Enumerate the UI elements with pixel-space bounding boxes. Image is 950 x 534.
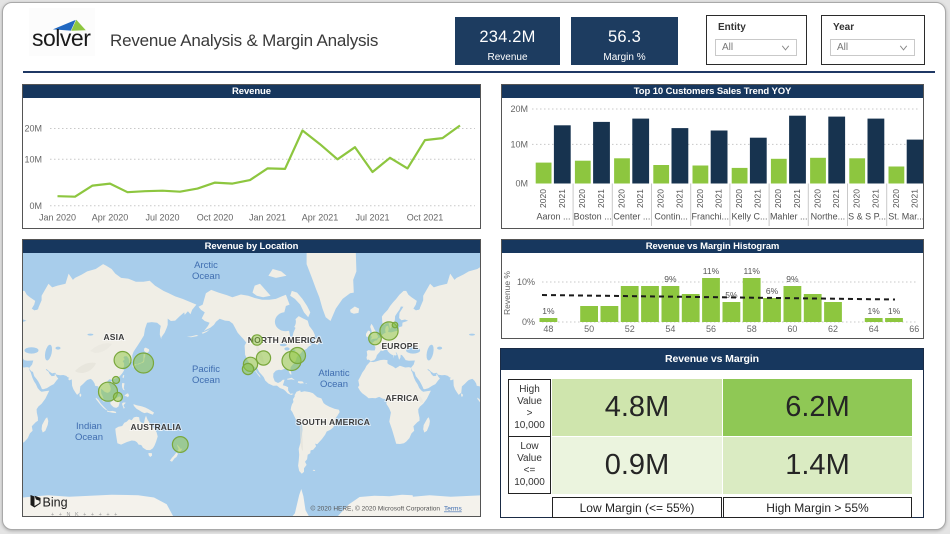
svg-text:Terms: Terms — [444, 506, 462, 513]
svg-text:56: 56 — [706, 324, 716, 334]
svg-text:2020: 2020 — [852, 189, 862, 208]
svg-text:2021: 2021 — [831, 189, 841, 208]
svg-text:48: 48 — [543, 324, 553, 334]
svg-text:1%: 1% — [542, 306, 555, 316]
svg-text:Mahler ...: Mahler ... — [770, 212, 808, 222]
svg-text:66: 66 — [909, 324, 919, 334]
svg-text:2020: 2020 — [773, 189, 783, 208]
svg-text:Revenue %: Revenue % — [502, 271, 512, 315]
svg-text:2020: 2020 — [812, 189, 822, 208]
svg-text:2021: 2021 — [674, 189, 684, 208]
svg-text:2020: 2020 — [695, 189, 705, 208]
svg-text:5%: 5% — [725, 290, 738, 300]
svg-text:Atlantic: Atlantic — [318, 368, 349, 379]
svg-text:Ocean: Ocean — [75, 432, 103, 443]
svg-text:Apr 2021: Apr 2021 — [302, 213, 339, 223]
svg-text:Ocean: Ocean — [192, 271, 220, 282]
svg-text:+ + N K + + + + +: + + N K + + + + + — [51, 512, 119, 516]
svg-text:Contin...: Contin... — [654, 212, 688, 222]
svg-text:Pacific: Pacific — [192, 364, 220, 375]
svg-text:2021: 2021 — [635, 189, 645, 208]
svg-text:2021: 2021 — [870, 189, 880, 208]
svg-text:Ocean: Ocean — [320, 379, 348, 390]
svg-text:2021: 2021 — [910, 189, 920, 208]
svg-text:NORTH AMERICA: NORTH AMERICA — [248, 335, 323, 345]
svg-text:2020: 2020 — [656, 189, 666, 208]
svg-text:11%: 11% — [703, 266, 720, 276]
svg-text:20M: 20M — [24, 124, 42, 134]
svg-text:0M: 0M — [29, 201, 42, 211]
svg-text:Boston ...: Boston ... — [574, 212, 612, 222]
svg-text:Indian: Indian — [76, 421, 102, 432]
svg-text:9%: 9% — [664, 274, 677, 284]
svg-text:10M: 10M — [510, 139, 528, 149]
svg-text:Jul 2020: Jul 2020 — [145, 213, 179, 223]
svg-text:Oct 2020: Oct 2020 — [197, 213, 234, 223]
svg-text:10%: 10% — [517, 277, 535, 287]
svg-text:58: 58 — [747, 324, 757, 334]
svg-text:2020: 2020 — [577, 189, 587, 208]
svg-text:Ocean: Ocean — [192, 375, 220, 386]
svg-text:AFRICA: AFRICA — [385, 393, 418, 403]
svg-text:2020: 2020 — [891, 189, 901, 208]
svg-text:1%: 1% — [888, 306, 901, 316]
svg-text:0%: 0% — [522, 317, 535, 327]
svg-text:Bing: Bing — [43, 496, 68, 510]
svg-text:11%: 11% — [744, 266, 761, 276]
svg-text:10M: 10M — [24, 154, 42, 164]
svg-text:S & S P...: S & S P... — [848, 212, 886, 222]
svg-text:AUSTRALIA: AUSTRALIA — [131, 422, 182, 432]
svg-text:Jan 2020: Jan 2020 — [39, 213, 76, 223]
svg-text:2021: 2021 — [557, 189, 567, 208]
svg-text:52: 52 — [625, 324, 635, 334]
svg-text:0M: 0M — [515, 179, 528, 189]
svg-text:20M: 20M — [510, 104, 528, 114]
svg-text:2021: 2021 — [753, 189, 763, 208]
svg-text:Center ...: Center ... — [613, 212, 650, 222]
svg-text:Arctic: Arctic — [194, 260, 218, 271]
svg-text:2021: 2021 — [714, 189, 724, 208]
svg-text:© 2020 HERE, © 2020 Microsoft: © 2020 HERE, © 2020 Microsoft Corporatio… — [310, 505, 440, 513]
svg-text:62: 62 — [828, 324, 838, 334]
svg-text:54: 54 — [665, 324, 675, 334]
svg-text:EUROPE: EUROPE — [381, 341, 418, 351]
svg-text:Jul 2021: Jul 2021 — [355, 213, 389, 223]
svg-text:9%: 9% — [786, 274, 799, 284]
svg-text:Apr 2020: Apr 2020 — [92, 213, 129, 223]
svg-text:Aaron ...: Aaron ... — [536, 212, 570, 222]
svg-text:Franchi...: Franchi... — [692, 212, 730, 222]
svg-text:60: 60 — [787, 324, 797, 334]
svg-text:Jan 2021: Jan 2021 — [249, 213, 286, 223]
svg-text:St. Mar...: St. Mar... — [888, 212, 923, 222]
svg-text:2021: 2021 — [792, 189, 802, 208]
svg-text:SOUTH AMERICA: SOUTH AMERICA — [296, 417, 370, 427]
svg-text:50: 50 — [584, 324, 594, 334]
svg-text:2021: 2021 — [596, 189, 606, 208]
svg-text:ASIA: ASIA — [103, 332, 124, 342]
svg-text:1%: 1% — [868, 306, 881, 316]
svg-text:2020: 2020 — [734, 189, 744, 208]
svg-text:2020: 2020 — [616, 189, 626, 208]
svg-text:Oct 2021: Oct 2021 — [407, 213, 444, 223]
svg-text:2020: 2020 — [538, 189, 548, 208]
svg-text:Kelly C...: Kelly C... — [731, 212, 767, 222]
svg-text:Northe...: Northe... — [811, 212, 846, 222]
svg-text:64: 64 — [869, 324, 879, 334]
svg-text:solver: solver — [32, 25, 91, 51]
svg-text:6%: 6% — [766, 286, 779, 296]
